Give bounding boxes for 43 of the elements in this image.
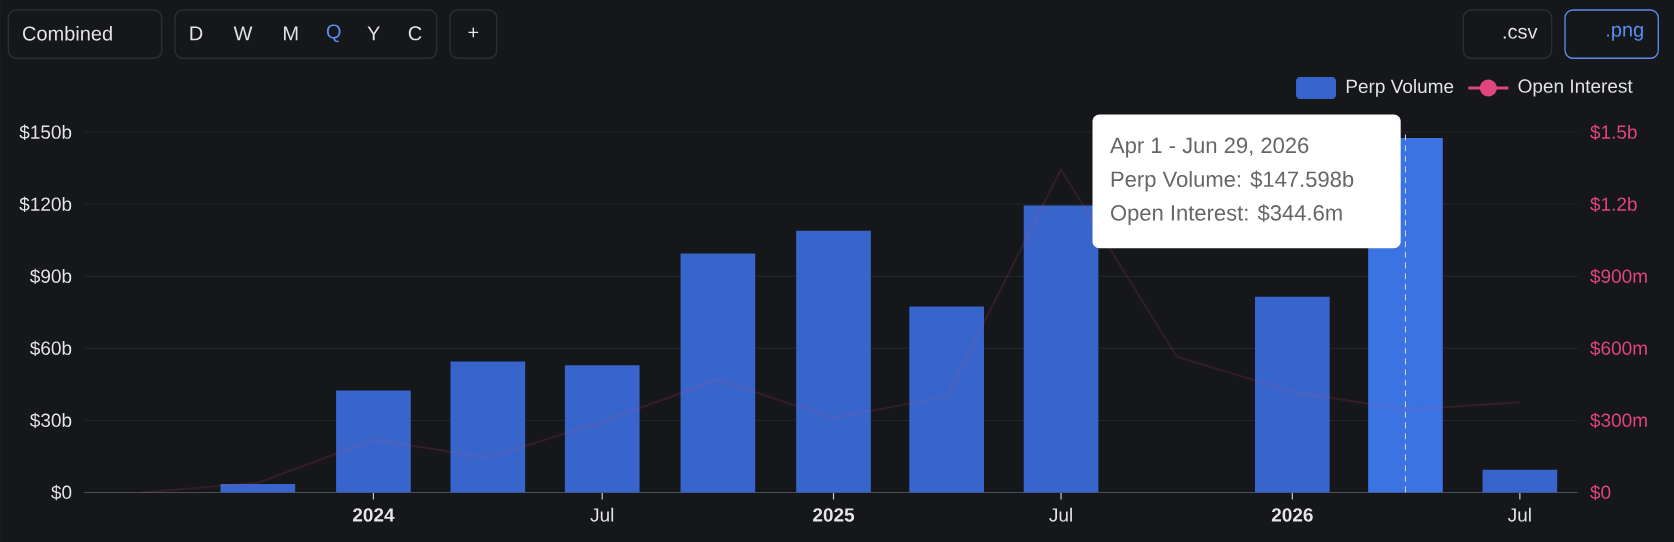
bar (680, 253, 756, 493)
text: Combined (23, 25, 112, 41)
y-tick-label: $120b (19, 196, 72, 213)
y2-tick-label: $300m (1590, 412, 1647, 429)
annotation: Open Interest: $344.6m (1111, 204, 1342, 226)
bar (564, 365, 640, 493)
x-tick-label: 2024 (352, 508, 395, 522)
bar (909, 306, 984, 493)
y2-tick-label: $0 (1590, 484, 1611, 501)
text: + (468, 27, 479, 38)
legend-label: Perp Volume (1346, 79, 1454, 97)
y2-tick-label: $600m (1590, 340, 1647, 357)
annotation: Apr 1 - Jun 29, 2026 (1110, 137, 1309, 158)
y-tick-label: $150b (19, 124, 72, 140)
y-tick-label: $0 (51, 484, 72, 501)
text: M (284, 26, 298, 41)
y2-tick-label: $900m (1590, 268, 1647, 285)
bar (1023, 205, 1099, 493)
text: .png (1607, 25, 1643, 41)
x-tick-label: Jul (1508, 507, 1531, 522)
bar (1255, 296, 1330, 493)
text: Q (326, 24, 341, 43)
annotation: Perp Volume: $147.598b (1111, 170, 1354, 192)
y-tick-label: $30b (30, 412, 72, 429)
bar (1482, 469, 1558, 493)
text: W (233, 26, 253, 41)
bar (220, 484, 296, 493)
bar (336, 390, 411, 493)
legend-label: Open Interest (1518, 79, 1633, 97)
y2-tick-label: $1.2b (1590, 196, 1637, 213)
x-tick-label: Jul (590, 507, 614, 522)
bar (796, 230, 871, 493)
text: D (190, 26, 203, 41)
bar (450, 361, 526, 493)
x-tick-label: Jul (1049, 507, 1072, 522)
x-tick-label: 2025 (813, 508, 855, 522)
text: Y (367, 26, 380, 41)
y2-tick-label: $1.5b (1590, 124, 1637, 140)
y-tick-label: $90b (30, 268, 72, 285)
text: .csv (1503, 27, 1538, 39)
x-tick-label: 2026 (1271, 508, 1313, 522)
text: C (408, 26, 422, 41)
y-tick-label: $60b (30, 340, 72, 357)
